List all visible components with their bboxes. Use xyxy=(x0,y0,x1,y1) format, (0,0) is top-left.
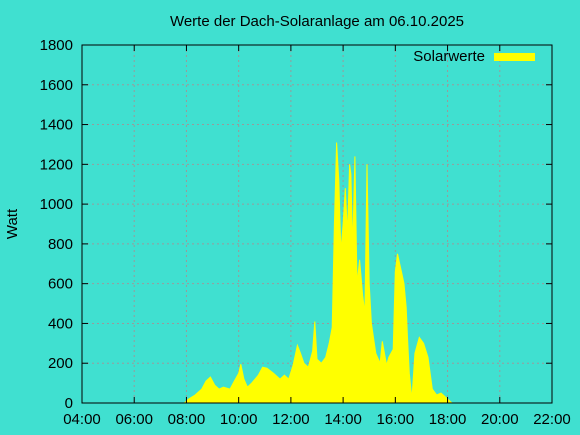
tick-marks xyxy=(81,44,553,404)
y-tick-label: 1400 xyxy=(40,117,73,134)
x-tick-label: 20:00 xyxy=(481,411,519,428)
legend-label: Solarwerte xyxy=(413,48,485,65)
chart-title: Werte der Dach-Solaranlage am 06.10.2025 xyxy=(170,13,464,30)
x-tick-label: 14:00 xyxy=(324,411,362,428)
y-tick-label: 1200 xyxy=(40,156,73,173)
grid-lines xyxy=(82,45,552,403)
y-tick-labels: 0 200 400 600 800 1000 1200 1400 1600 1800 xyxy=(40,37,73,412)
solar-series xyxy=(183,142,454,404)
y-tick-label: 1000 xyxy=(40,196,73,213)
y-tick-label: 600 xyxy=(48,276,73,293)
x-tick-label: 08:00 xyxy=(168,411,206,428)
solar-area xyxy=(183,142,454,404)
x-tick-label: 16:00 xyxy=(377,411,415,428)
legend-swatch xyxy=(494,53,535,61)
y-tick-label: 200 xyxy=(48,355,73,372)
x-tick-label: 22:00 xyxy=(533,411,571,428)
x-tick-label: 12:00 xyxy=(272,411,310,428)
y-tick-label: 400 xyxy=(48,315,73,332)
y-tick-label: 800 xyxy=(48,236,73,253)
legend: Solarwerte xyxy=(413,48,535,65)
y-axis-label: Watt xyxy=(4,208,21,239)
y-tick-label: 1600 xyxy=(40,77,73,94)
x-tick-label: 10:00 xyxy=(220,411,258,428)
x-tick-label: 04:00 xyxy=(63,411,101,428)
y-tick-label: 1800 xyxy=(40,37,73,54)
plot-frame xyxy=(81,44,553,404)
x-tick-label: 18:00 xyxy=(429,411,467,428)
x-tick-label: 06:00 xyxy=(115,411,153,428)
x-tick-labels: 04:00 06:00 08:00 10:00 12:00 14:00 16:00 18:00… xyxy=(63,411,571,428)
y-tick-label: 0 xyxy=(65,395,73,412)
